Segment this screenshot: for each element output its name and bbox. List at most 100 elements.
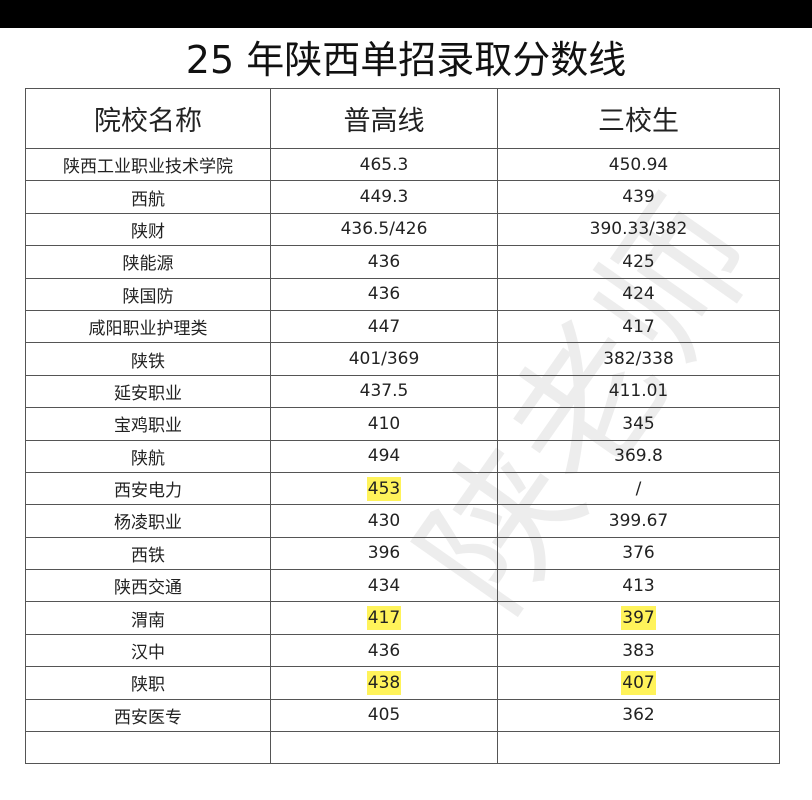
table-cell: 陕西交通: [25, 569, 271, 603]
empty-row: [25, 731, 780, 765]
cell-text: 413: [622, 575, 655, 596]
table-cell: 401/369: [270, 342, 498, 376]
table-cell: 陕航: [25, 439, 271, 473]
table-cell: 390.33/382: [497, 212, 780, 247]
cell-text: 杨凌职业: [114, 513, 182, 534]
table-row: 西安医专 405 362: [25, 698, 780, 733]
table-row: 杨凌职业 430 399.67: [25, 504, 780, 538]
cell-text: 陕西交通: [114, 578, 182, 599]
cell-text: 437.5: [359, 381, 409, 402]
table-cell: 382/338: [497, 342, 780, 376]
cell-text: 439: [622, 187, 655, 208]
table-cell: 陕能源: [25, 245, 271, 279]
cell-text: 417: [622, 316, 655, 337]
table-row: 西铁 396 376: [25, 536, 780, 571]
table-cell: 345: [497, 407, 780, 441]
table-cell: 417: [270, 601, 498, 635]
cell-text: 436: [367, 284, 401, 305]
table-cell: 399.67: [497, 504, 780, 538]
cell-text: 西安电力: [114, 481, 182, 502]
table-row: 陕西工业职业技术学院 465.3 450.94: [25, 147, 780, 182]
title: 25 年陕西单招录取分数线: [185, 38, 627, 82]
cell-text: 430: [367, 510, 401, 531]
cell-text: 438: [366, 670, 402, 695]
table-cell: 362: [497, 698, 780, 733]
cell-text: /: [635, 478, 642, 499]
table-cell: 465.3: [270, 147, 498, 182]
cell-text: 411.01: [608, 381, 669, 402]
cell-text: 宝鸡职业: [114, 416, 182, 437]
table-cell: 陕西工业职业技术学院: [25, 147, 271, 182]
cell-text: 382/338: [603, 349, 674, 370]
table-cell: 西航: [25, 180, 271, 214]
table-cell: 410: [270, 407, 498, 441]
table-cell: 453: [270, 471, 498, 506]
cell-text: 405: [367, 705, 401, 726]
table-cell: 咸阳职业护理类: [25, 309, 271, 344]
table-row: 汉中 436 383: [25, 633, 780, 668]
table-cell: 383: [497, 633, 780, 668]
cell-text: 362: [622, 705, 655, 726]
table-row: 陕航 494 369.8: [25, 439, 780, 473]
empty-cell: [497, 731, 780, 765]
table-cell: 436.5/426: [270, 212, 498, 247]
table-row: 陕铁 401/369 382/338: [25, 342, 780, 376]
cell-text: 436: [367, 640, 401, 661]
cell-text: 汉中: [131, 643, 165, 664]
cell-text: 396: [367, 543, 401, 564]
cell-text: 390.33/382: [589, 219, 688, 240]
table-cell: 369.8: [497, 439, 780, 473]
cell-text: 407: [621, 670, 656, 695]
cell-text: 369.8: [614, 446, 663, 467]
table-cell: 西铁: [25, 536, 271, 571]
table-cell: 376: [497, 536, 780, 571]
table-row: 陕国防 436 424: [25, 277, 780, 311]
table-cell: 396: [270, 536, 498, 571]
cell-text: 424: [622, 284, 655, 305]
cell-text: 465.3: [359, 154, 409, 175]
table-cell: 411.01: [497, 374, 780, 409]
cell-text: 西铁: [131, 545, 165, 566]
table-cell: 438: [270, 666, 498, 700]
table-cell: 陕职: [25, 666, 271, 700]
cell-text: 西航: [131, 189, 165, 210]
cell-text: 399.67: [608, 510, 669, 531]
cell-text: 417: [366, 606, 402, 631]
table-row: 咸阳职业护理类 447 417: [25, 309, 780, 344]
cell-text: 436.5/426: [340, 219, 428, 240]
cell-text: 383: [622, 640, 655, 661]
table-cell: 宝鸡职业: [25, 407, 271, 441]
cell-text: 陕财: [131, 221, 165, 242]
table-cell: 437.5: [270, 374, 498, 409]
cell-text: 陕航: [131, 448, 165, 469]
table-cell: 430: [270, 504, 498, 538]
cell-text: 453: [366, 476, 402, 501]
column-header: 院校名称: [25, 88, 271, 149]
cell-text: 425: [622, 251, 655, 272]
table-cell: 397: [497, 601, 780, 635]
table-cell: 439: [497, 180, 780, 214]
cell-text: 436: [367, 251, 401, 272]
cell-text: 345: [622, 413, 655, 434]
table-row: 陕职 438 407: [25, 666, 780, 700]
table-cell: 汉中: [25, 633, 271, 668]
table-body: 陕西工业职业技术学院 465.3 450.94 西航 449.3 439 陕财 436.5/4…: [25, 147, 780, 765]
table-cell: 延安职业: [25, 374, 271, 409]
top-bar: [0, 0, 812, 28]
table-cell: 450.94: [497, 147, 780, 182]
table-row: 陕西交通 434 413: [25, 569, 780, 603]
table-cell: 417: [497, 309, 780, 344]
cell-text: 447: [367, 316, 401, 337]
cell-text: 449.3: [359, 187, 409, 208]
table-cell: 413: [497, 569, 780, 603]
table-row: 西安电力 453 /: [25, 471, 780, 506]
table-cell: 405: [270, 698, 498, 733]
cell-text: 陕职: [131, 675, 165, 696]
table-row: 陕财 436.5/426 390.33/382: [25, 212, 780, 247]
table-cell: 447: [270, 309, 498, 344]
cell-text: 西安医专: [114, 707, 182, 728]
table-cell: 陕铁: [25, 342, 271, 376]
table-cell: 西安医专: [25, 698, 271, 733]
table-cell: 449.3: [270, 180, 498, 214]
